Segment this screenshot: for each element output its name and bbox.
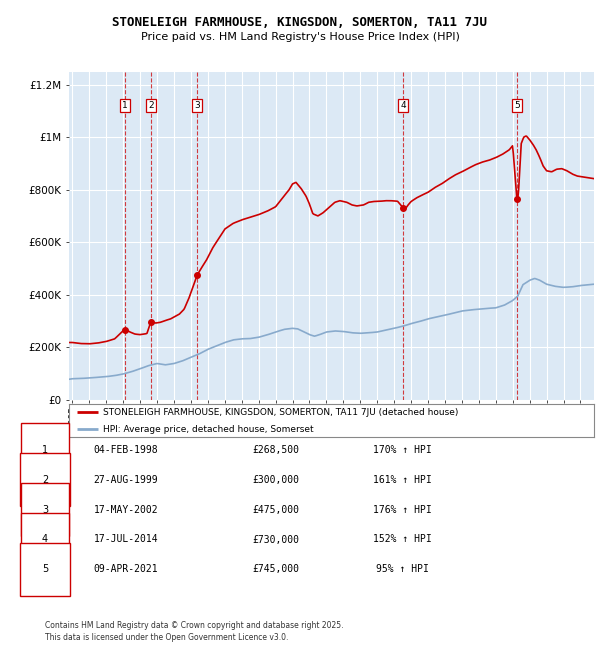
Text: 5: 5 — [42, 564, 48, 575]
Text: 170% ↑ HPI: 170% ↑ HPI — [373, 445, 431, 455]
Text: 1: 1 — [42, 445, 48, 455]
Text: STONELEIGH FARMHOUSE, KINGSDON, SOMERTON, TA11 7JU: STONELEIGH FARMHOUSE, KINGSDON, SOMERTON… — [113, 16, 487, 29]
Text: £745,000: £745,000 — [253, 564, 299, 575]
Text: £730,000: £730,000 — [253, 534, 299, 545]
Text: £300,000: £300,000 — [253, 474, 299, 485]
Text: 3: 3 — [42, 504, 48, 515]
Text: 09-APR-2021: 09-APR-2021 — [94, 564, 158, 575]
Text: HPI: Average price, detached house, Somerset: HPI: Average price, detached house, Some… — [103, 424, 314, 434]
Text: 2: 2 — [42, 474, 48, 485]
Text: 161% ↑ HPI: 161% ↑ HPI — [373, 474, 431, 485]
Text: 3: 3 — [194, 101, 200, 110]
Text: £268,500: £268,500 — [253, 445, 299, 455]
Text: 4: 4 — [42, 534, 48, 545]
Text: 04-FEB-1998: 04-FEB-1998 — [94, 445, 158, 455]
Text: 1: 1 — [122, 101, 128, 110]
Text: Contains HM Land Registry data © Crown copyright and database right 2025.
This d: Contains HM Land Registry data © Crown c… — [45, 621, 343, 642]
Text: 27-AUG-1999: 27-AUG-1999 — [94, 474, 158, 485]
Text: 2: 2 — [148, 101, 154, 110]
Text: 152% ↑ HPI: 152% ↑ HPI — [373, 534, 431, 545]
Text: STONELEIGH FARMHOUSE, KINGSDON, SOMERTON, TA11 7JU (detached house): STONELEIGH FARMHOUSE, KINGSDON, SOMERTON… — [103, 408, 458, 417]
Text: 17-JUL-2014: 17-JUL-2014 — [94, 534, 158, 545]
Text: Price paid vs. HM Land Registry's House Price Index (HPI): Price paid vs. HM Land Registry's House … — [140, 32, 460, 42]
Text: 17-MAY-2002: 17-MAY-2002 — [94, 504, 158, 515]
Text: 5: 5 — [514, 101, 520, 110]
Text: 95% ↑ HPI: 95% ↑ HPI — [376, 564, 428, 575]
Text: 176% ↑ HPI: 176% ↑ HPI — [373, 504, 431, 515]
Text: £475,000: £475,000 — [253, 504, 299, 515]
Text: 4: 4 — [400, 101, 406, 110]
